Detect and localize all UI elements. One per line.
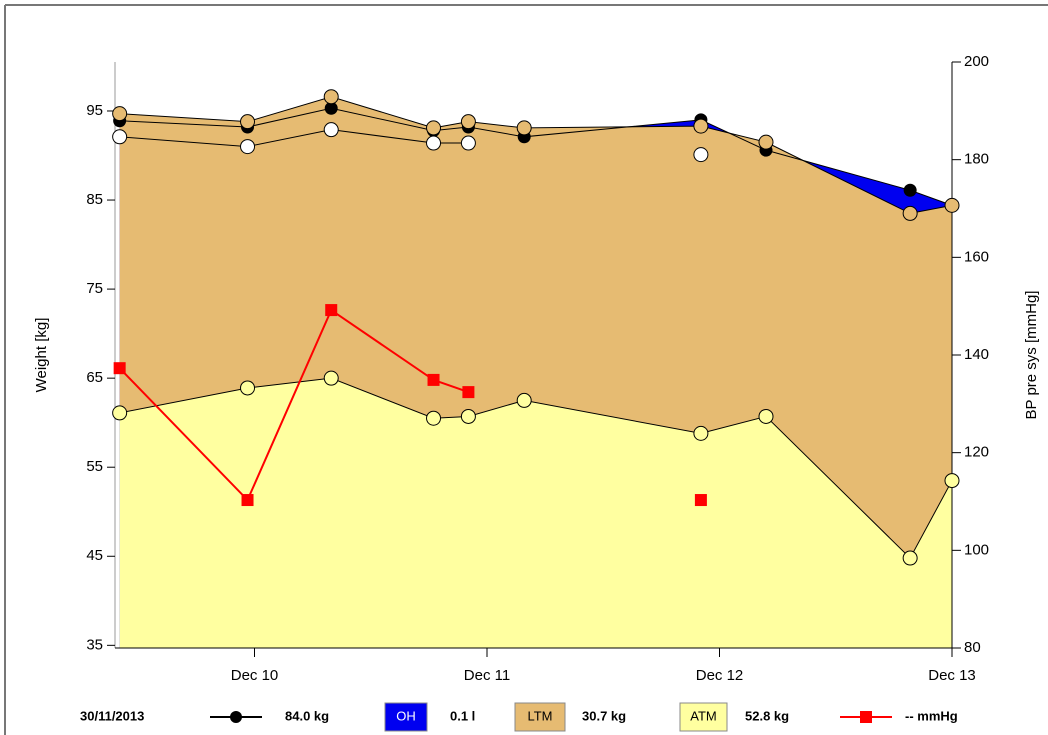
ltm-point	[516, 120, 532, 136]
legend-bp-marker	[860, 711, 872, 723]
legend-label: OH	[396, 708, 416, 723]
y-tick-label: 75	[86, 280, 103, 297]
y-tick-label: 85	[86, 191, 103, 208]
x-tick-label: Dec 11	[464, 667, 510, 684]
ltm-point	[944, 197, 960, 213]
legend-weight-readout: 84.0 kg	[285, 708, 329, 723]
white-point	[112, 129, 128, 145]
ltm-point	[758, 134, 774, 150]
legend-label: LTM	[527, 708, 552, 723]
legend-readout: 0.1 l	[450, 708, 475, 723]
atm-point	[323, 370, 339, 386]
weight-line	[119, 107, 953, 206]
ltm-area	[119, 96, 952, 559]
atm-point	[693, 425, 709, 441]
white-point	[323, 122, 339, 138]
atm-point	[240, 380, 256, 396]
bp-point	[241, 494, 254, 507]
white-point	[426, 135, 442, 151]
bp-point	[462, 386, 475, 399]
ltm-line	[119, 96, 953, 214]
ltm-point	[112, 106, 128, 122]
ltm-point	[426, 120, 442, 136]
x-tick-label: Dec 13	[928, 667, 976, 684]
bp-point	[113, 362, 126, 375]
white-point	[240, 139, 256, 155]
legend-label: ATM	[690, 708, 716, 723]
atm-point	[902, 550, 918, 566]
atm-point	[944, 473, 960, 489]
y2-tick-label: 160	[964, 248, 989, 265]
y2-tick-label: 140	[964, 346, 989, 363]
y-tick-label: 45	[86, 547, 103, 564]
ltm-point	[902, 205, 918, 221]
legend-readout: 52.8 kg	[745, 708, 789, 723]
atm-line	[119, 377, 953, 559]
y-tick-label: 55	[86, 458, 103, 475]
legend-date: 30/11/2013	[80, 708, 144, 723]
y2-tick-label: 200	[964, 53, 989, 70]
white-point	[693, 147, 709, 163]
y-tick-label: 35	[86, 636, 103, 653]
legend-swatch	[514, 702, 566, 732]
x-tick-label: Dec 10	[231, 667, 279, 684]
bp-point	[694, 494, 707, 507]
atm-point	[112, 405, 128, 421]
legend-bp-readout: -- mmHg	[905, 708, 958, 723]
y2-tick-label: 180	[964, 151, 989, 168]
bp-point	[325, 304, 338, 317]
legend-swatch	[384, 702, 428, 732]
ltm-point	[693, 118, 709, 134]
ltm-point	[323, 89, 339, 105]
atm-area	[119, 378, 952, 648]
legend-swatch	[679, 702, 728, 732]
x-tick-label: Dec 12	[696, 667, 744, 684]
y-tick-label: 65	[86, 369, 103, 386]
atm-point	[758, 408, 774, 424]
ltm-point	[240, 114, 256, 130]
y2-axis-label: BP pre sys [mmHg]	[1023, 291, 1040, 420]
atm-point	[426, 410, 442, 426]
white-point	[460, 135, 476, 151]
y2-tick-label: 120	[964, 444, 989, 461]
y2-tick-label: 100	[964, 541, 989, 558]
atm-point	[516, 392, 532, 408]
y-axis-label: Weight [kg]	[33, 318, 50, 393]
legend-weight-marker	[230, 711, 242, 723]
ltm-point	[460, 114, 476, 130]
legend-readout: 30.7 kg	[582, 708, 626, 723]
weight-point	[903, 183, 917, 197]
bp-point	[427, 373, 440, 386]
y2-tick-label: 80	[964, 639, 981, 656]
atm-point	[460, 408, 476, 424]
y-tick-label: 95	[86, 102, 103, 119]
